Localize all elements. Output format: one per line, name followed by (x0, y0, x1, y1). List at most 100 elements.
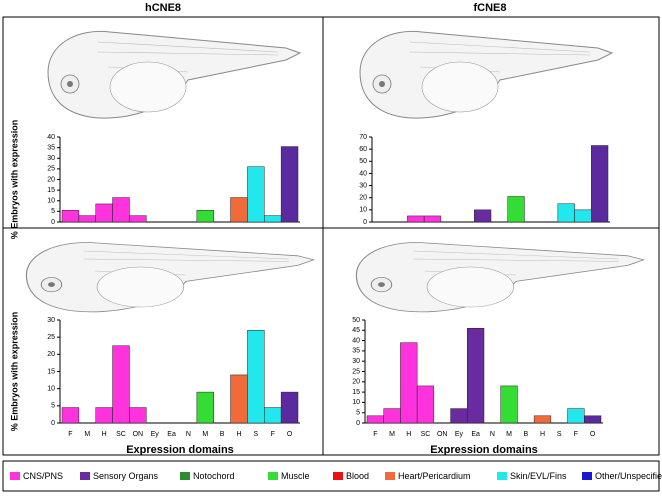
bar (95, 203, 113, 223)
y-tick-label: 30 (352, 358, 360, 365)
y-tick-label: 50 (359, 158, 367, 165)
x-tick-label: Ea (167, 431, 176, 438)
x-tick-label: Ea (471, 431, 480, 438)
legend-swatch (385, 472, 395, 480)
y-tick-label: 5 (51, 208, 55, 215)
bar (567, 408, 585, 424)
embryo-image (359, 30, 613, 119)
bar (95, 407, 113, 424)
y-tick-label: 70 (359, 134, 367, 141)
bar (591, 145, 609, 223)
y-tick-label: 10 (47, 386, 55, 393)
embryo-image (355, 241, 645, 313)
y-tick-label: 50 (352, 317, 360, 324)
bar (264, 215, 282, 223)
x-tick-label: N (186, 431, 191, 438)
y-tick-label: 35 (47, 144, 55, 151)
legend-label: Muscle (281, 471, 310, 481)
y-tick-label: 30 (359, 182, 367, 189)
bar (280, 146, 299, 223)
y-tick-label: 40 (47, 134, 55, 141)
x-tick-label: B (220, 431, 225, 438)
panel-title: hCNE8 (145, 2, 181, 14)
x-tick-label: S (557, 431, 562, 438)
y-tick-label: 20 (352, 379, 360, 386)
y-tick-label: 10 (359, 207, 367, 214)
bar (61, 407, 80, 424)
y-tick-label: 25 (47, 334, 55, 341)
y-tick-label: 0 (51, 420, 55, 427)
bar (474, 209, 492, 223)
x-tick-label: SC (116, 431, 126, 438)
y-axis-label: % Embryos with expression (9, 312, 19, 432)
y-tick-label: 35 (352, 348, 360, 355)
x-tick-label: N (490, 431, 495, 438)
legend-swatch (10, 472, 20, 480)
bar (416, 385, 435, 424)
bar (230, 374, 248, 424)
bar (407, 215, 425, 223)
embryo-image (47, 30, 301, 119)
y-tick-label: 20 (47, 176, 55, 183)
y-tick-label: 15 (47, 368, 55, 375)
y-tick-label: 25 (352, 368, 360, 375)
legend-swatch (80, 472, 90, 480)
x-axis-label: Expression domains (430, 444, 538, 456)
x-tick-label: F (574, 431, 578, 438)
x-tick-label: F (271, 431, 275, 438)
bar (196, 391, 214, 424)
bar (584, 415, 602, 424)
x-tick-label: O (287, 431, 293, 438)
bar (112, 197, 130, 223)
x-axis-label: Expression domains (126, 444, 234, 456)
x-tick-label: H (236, 431, 241, 438)
x-tick-label: S (254, 431, 259, 438)
y-axis-label: % Embryos with expression (9, 120, 19, 240)
legend-swatch (268, 472, 278, 480)
bar (533, 415, 552, 424)
y-tick-label: 45 (352, 327, 360, 334)
bar (196, 210, 214, 223)
y-tick-label: 0 (363, 219, 367, 226)
y-tick-label: 60 (359, 146, 367, 153)
x-tick-label: H (540, 431, 545, 438)
bar (129, 407, 147, 424)
bar (112, 345, 130, 424)
x-tick-label: H (102, 431, 107, 438)
y-tick-label: 40 (359, 170, 367, 177)
y-tick-label: 15 (352, 389, 360, 396)
panel-title: fCNE8 (473, 2, 506, 14)
legend-swatch (333, 472, 343, 480)
bar (574, 209, 592, 223)
x-tick-label: F (68, 431, 72, 438)
bar (366, 415, 384, 424)
y-tick-label: 20 (47, 351, 55, 358)
bar (500, 385, 518, 424)
panel-frame (2, 16, 660, 456)
x-tick-label: M (389, 431, 395, 438)
legend-label: Blood (346, 471, 369, 481)
legend-label: CNS/PNS (23, 471, 63, 481)
y-tick-label: 30 (47, 317, 55, 324)
x-tick-label: ON (437, 431, 448, 438)
bar (280, 391, 299, 424)
y-tick-label: 5 (51, 403, 55, 410)
y-tick-label: 10 (352, 399, 360, 406)
bar (423, 215, 442, 223)
x-tick-label: Ey (455, 431, 464, 438)
bar (383, 408, 401, 424)
y-tick-label: 0 (356, 420, 360, 427)
y-tick-label: 40 (352, 337, 360, 344)
legend-label: Sensory Organs (93, 471, 159, 481)
x-tick-label: M (84, 431, 90, 438)
legend-label: Notochord (193, 471, 235, 481)
legend-label: Heart/Pericardium (398, 471, 471, 481)
y-tick-label: 0 (51, 219, 55, 226)
x-tick-label: M (506, 431, 512, 438)
embryo-image (25, 241, 315, 313)
bar (247, 330, 265, 424)
bar (129, 215, 147, 223)
legend-label: Skin/EVL/Fins (510, 471, 567, 481)
y-tick-label: 10 (47, 198, 55, 205)
y-tick-label: 25 (47, 166, 55, 173)
